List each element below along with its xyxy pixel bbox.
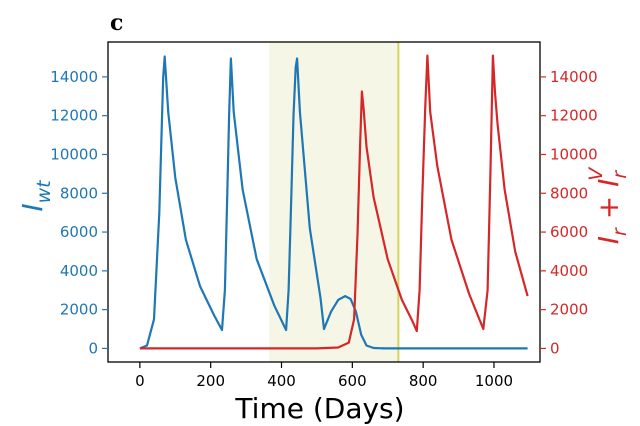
left-y-axis: 0 2000 4000 6000 8000 10000 12000 14000 [50,68,108,357]
x-tick-label: 600 [338,372,367,390]
right-y-tick-label: 4000 [550,262,588,280]
left-y-tick-label: 0 [88,339,98,357]
left-y-tick-label: 8000 [60,184,98,202]
right-y-tick-label: 0 [550,339,560,357]
right-y-axis-title: Ir + IrV [585,166,631,244]
panel-label: c [110,10,123,36]
right-y-tick-label: 8000 [550,184,588,202]
left-y-tick-label: 4000 [60,262,98,280]
series-line-resistant [139,54,529,350]
series-layer [139,54,529,350]
right-y-tick-label: 12000 [550,107,598,125]
x-tick-label: 1000 [475,372,513,390]
right-y-tick-label: 14000 [550,68,598,86]
axes-frame [107,41,541,363]
x-tick-label: 200 [196,372,225,390]
left-y-tick-label: 14000 [50,68,98,86]
x-axis: 0 200 400 600 800 1000 [135,362,513,390]
left-y-axis-title: Iwt [16,179,55,212]
plot-frame [107,41,541,363]
series-line-wild-type [139,55,528,350]
left-y-tick-label: 2000 [60,301,98,319]
x-axis-title: Time (Days) [234,392,404,425]
right-y-tick-label: 10000 [550,145,598,163]
shaded-region [269,42,399,362]
left-y-tick-label: 10000 [50,145,98,163]
x-tick-label: 800 [409,372,438,390]
right-y-tick-label: 2000 [550,301,588,319]
right-y-axis: 0 2000 4000 6000 8000 10000 12000 14000 [540,68,598,357]
plot-area [269,42,400,362]
left-y-tick-label: 6000 [60,223,98,241]
x-tick-label: 400 [267,372,296,390]
x-tick-label: 0 [135,372,145,390]
right-y-tick-label: 6000 [550,223,588,241]
left-y-tick-label: 12000 [50,107,98,125]
